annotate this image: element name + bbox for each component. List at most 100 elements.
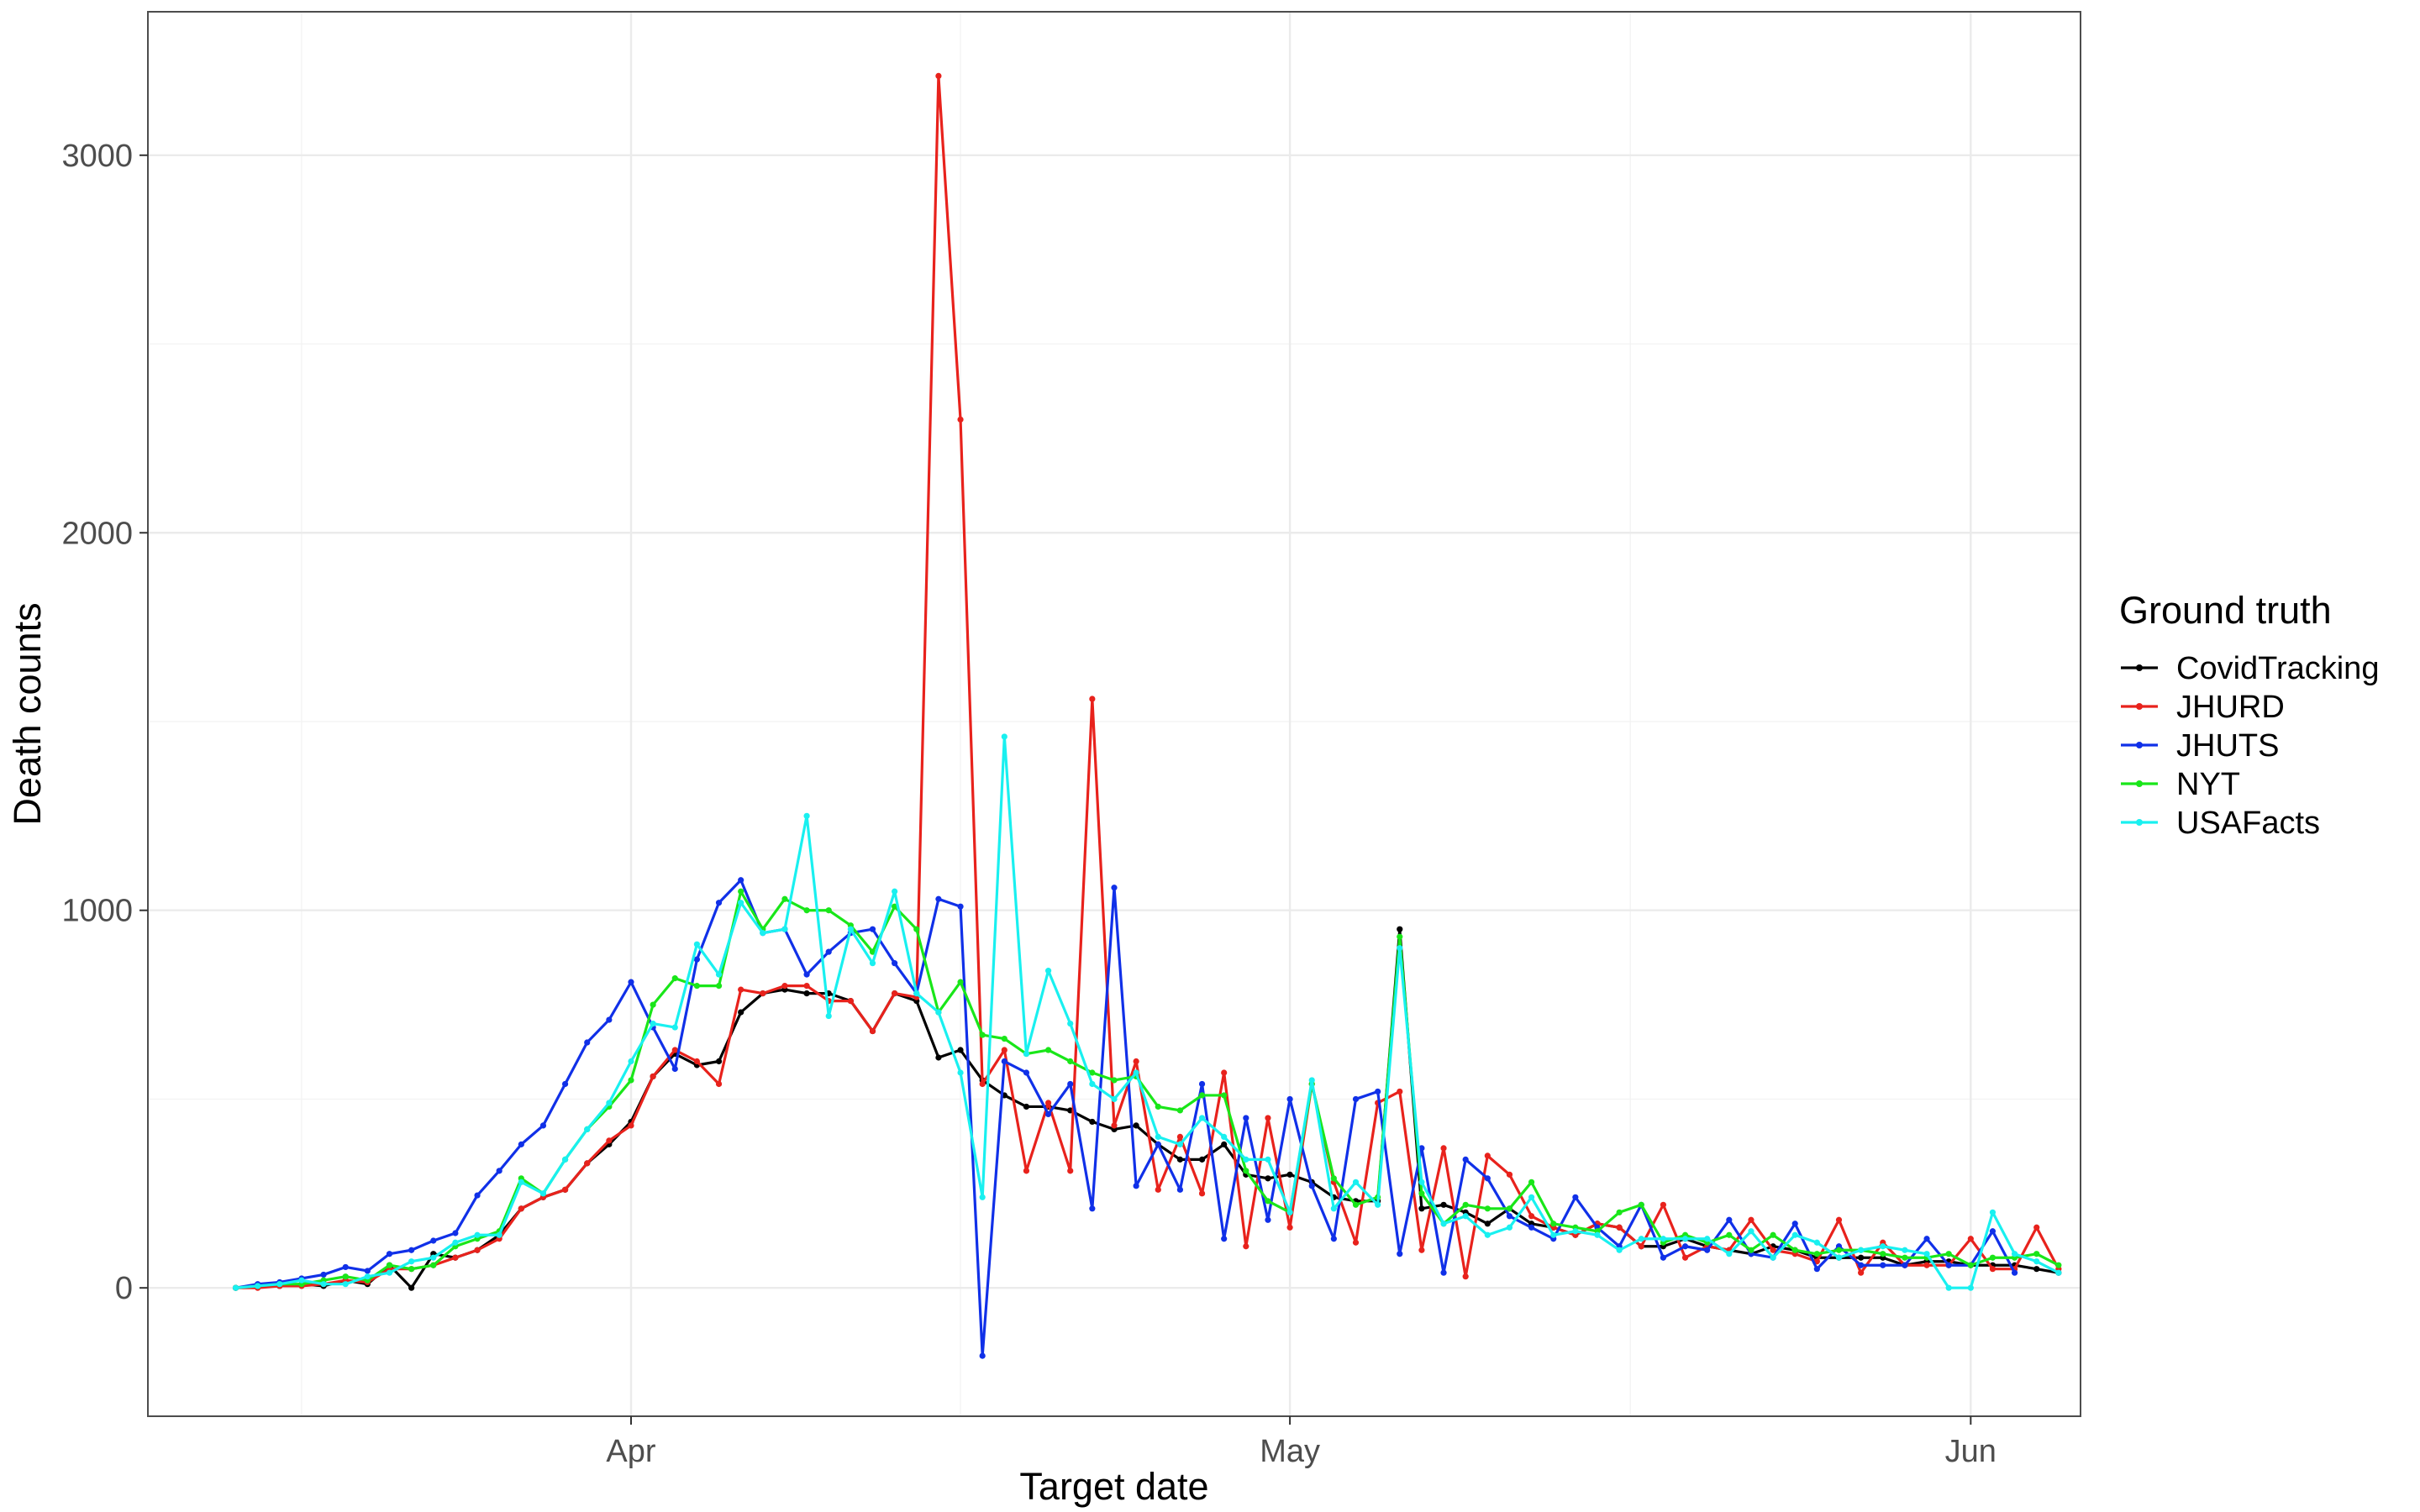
data-point	[847, 997, 854, 1005]
data-point	[1835, 1216, 1843, 1223]
data-point	[671, 1047, 678, 1053]
data-point	[1484, 1221, 1491, 1227]
legend-swatch-point	[2136, 742, 2143, 748]
data-point	[2033, 1266, 2040, 1273]
data-point	[1044, 968, 1052, 974]
data-point	[1989, 1254, 1996, 1261]
data-point	[1902, 1254, 1908, 1261]
data-point	[1397, 933, 1403, 940]
data-point	[1484, 1205, 1491, 1212]
legend-label: USAFacts	[2176, 806, 2320, 841]
data-point	[1462, 1156, 1469, 1163]
data-point	[430, 1237, 437, 1244]
data-point	[1221, 1133, 1228, 1140]
data-point	[1111, 1077, 1118, 1084]
data-point	[935, 1054, 942, 1061]
data-point	[1835, 1254, 1843, 1261]
data-point	[1681, 1243, 1689, 1250]
data-point	[561, 1186, 569, 1193]
data-point	[1089, 1118, 1096, 1126]
data-point	[1397, 1088, 1403, 1095]
x-tick-label: Jun	[1945, 1434, 1996, 1469]
data-point	[1176, 1107, 1184, 1114]
data-point	[1726, 1251, 1733, 1257]
data-point	[1506, 1171, 1513, 1178]
data-point	[1945, 1251, 1952, 1257]
data-point	[847, 926, 854, 932]
data-point	[1902, 1247, 1908, 1253]
data-point	[825, 1012, 832, 1020]
data-point	[1462, 1273, 1469, 1280]
data-point	[1923, 1262, 1930, 1268]
data-point	[1352, 1095, 1360, 1103]
data-point	[628, 979, 634, 985]
data-point	[803, 990, 810, 997]
data-point	[1923, 1236, 1930, 1242]
data-point	[1133, 1069, 1139, 1076]
data-point	[1111, 1095, 1118, 1103]
legend-item-jhuts: JHUTS	[2121, 728, 2279, 764]
data-point	[825, 907, 832, 914]
data-point	[2033, 1224, 2040, 1231]
data-point	[1506, 1224, 1513, 1231]
data-point	[1176, 1186, 1184, 1193]
data-point	[1265, 1115, 1271, 1121]
data-point	[738, 888, 744, 895]
data-point	[671, 1024, 678, 1031]
data-point	[979, 1032, 986, 1038]
data-point	[1067, 1168, 1074, 1174]
series-nyt	[232, 888, 2062, 1291]
data-point	[496, 1168, 502, 1174]
series-usafacts	[232, 733, 2062, 1291]
x-axis: Apr May Jun	[606, 1416, 1996, 1469]
data-point	[342, 1273, 349, 1280]
data-point	[781, 926, 788, 932]
data-point	[606, 1100, 613, 1106]
data-point	[2033, 1251, 2040, 1257]
data-point	[1198, 1080, 1206, 1088]
data-point	[1044, 1110, 1052, 1118]
data-point	[1440, 1269, 1447, 1276]
data-point	[1770, 1231, 1776, 1238]
data-point	[1198, 1115, 1206, 1121]
data-point	[892, 960, 898, 967]
data-point	[1397, 926, 1403, 932]
data-point	[913, 990, 920, 997]
data-point	[1945, 1284, 1952, 1291]
data-point	[979, 1194, 986, 1200]
data-point	[2055, 1269, 2062, 1276]
data-point	[1397, 945, 1403, 952]
data-point	[957, 979, 964, 985]
data-point	[430, 1254, 437, 1261]
data-point	[408, 1266, 415, 1273]
data-point	[1198, 1190, 1206, 1197]
data-point	[408, 1284, 415, 1291]
data-point	[781, 895, 788, 902]
data-point	[913, 926, 920, 932]
y-tick-label: 0	[115, 1271, 133, 1306]
data-point	[715, 971, 723, 978]
data-point	[364, 1273, 371, 1280]
y-tick-label: 2000	[61, 516, 133, 551]
data-point	[2011, 1251, 2018, 1257]
data-point	[518, 1179, 524, 1185]
data-point	[957, 903, 964, 910]
data-point	[628, 1058, 634, 1065]
legend-swatch-point	[2136, 664, 2143, 671]
data-point	[1067, 1080, 1074, 1088]
data-point	[1243, 1156, 1249, 1163]
data-point	[715, 983, 723, 990]
data-point	[606, 1137, 613, 1144]
data-point	[1221, 1141, 1228, 1147]
data-point	[803, 971, 810, 978]
data-point	[1791, 1221, 1798, 1227]
data-point	[1308, 1183, 1315, 1189]
data-point	[957, 1069, 964, 1076]
data-point	[1089, 1069, 1096, 1076]
data-point	[1506, 1205, 1513, 1212]
x-tick-label: Apr	[606, 1434, 655, 1469]
data-point	[1967, 1236, 1974, 1242]
series-line-usafacts	[235, 735, 2060, 1289]
data-point	[539, 1122, 547, 1129]
